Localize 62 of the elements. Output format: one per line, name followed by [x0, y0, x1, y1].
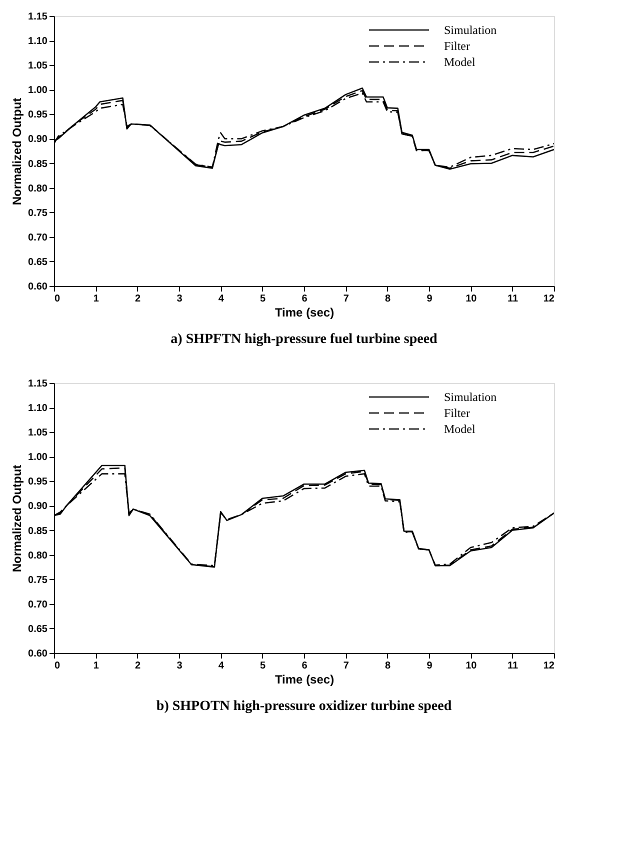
x-axis-title: Time (sec): [274, 306, 334, 320]
x-tick-label: 12: [543, 294, 555, 304]
x-tick-label: 10: [466, 294, 478, 304]
x-tick-label: 7: [343, 660, 350, 672]
y-tick-label: 1.05: [28, 428, 48, 439]
legend-label: Model: [444, 55, 476, 69]
y-tick-label: 1.10: [28, 36, 48, 48]
y-tick-label: 0.95: [28, 476, 48, 488]
y-tick-label: 0.90: [28, 501, 48, 512]
x-tick-label: 9: [426, 660, 433, 672]
x-tick-label: 11: [508, 294, 519, 304]
y-tick-label: 0.95: [28, 110, 48, 121]
x-tick-label: 9: [426, 294, 433, 304]
x-tick-label: 11: [508, 660, 519, 672]
legend-label: Filter: [444, 39, 470, 53]
x-tick-label: 10: [466, 660, 478, 672]
text: b) SHPOTN high-pressure oxidizer turbine speed: [156, 699, 452, 714]
x-tick-label: 2: [135, 294, 142, 304]
x-tick-label: 4: [218, 660, 224, 672]
y-tick-label: 0.60: [28, 648, 48, 660]
y-tick-label: 0.65: [28, 624, 48, 635]
x-tick-label: 2: [135, 660, 142, 672]
y-tick-label: 0.65: [28, 256, 48, 268]
y-tick-label: 1.15: [28, 12, 48, 22]
legend-label: Filter: [444, 406, 470, 420]
y-tick-label: 0.80: [28, 183, 48, 194]
y-tick-label: 0.60: [28, 282, 48, 292]
y-tick-label: 0.75: [28, 574, 48, 586]
legend-label: Simulation: [444, 23, 497, 37]
y-tick-label: 1.00: [28, 85, 48, 96]
y-tick-label: 0.85: [28, 158, 48, 170]
y-tick-label: 1.15: [28, 378, 48, 390]
x-tick-label: 8: [385, 660, 392, 672]
x-tick-label: 1: [93, 294, 100, 304]
y-tick-label: 0.90: [28, 134, 48, 146]
y-axis-title: Normalized Output: [10, 464, 24, 572]
x-tick-label: 3: [176, 294, 183, 304]
x-tick-label: 5: [260, 660, 266, 672]
y-tick-label: 0.80: [28, 550, 48, 562]
y-tick-label: 1.05: [28, 60, 48, 72]
x-tick-label: 5: [260, 294, 266, 304]
text: a) SHPFTN high-pressure fuel turbine speed: [170, 332, 438, 347]
x-tick-label: 8: [385, 294, 392, 304]
y-axis-title: Normalized Output: [10, 98, 24, 206]
y-tick-label: 0.75: [28, 208, 48, 219]
y-tick-label: 0.70: [28, 599, 48, 610]
x-tick-label: 6: [302, 660, 308, 672]
legend-label: Simulation: [444, 390, 497, 404]
x-tick-label: 1: [93, 660, 100, 672]
y-tick-label: 1.00: [28, 452, 48, 464]
x-tick-label: 6: [302, 294, 308, 304]
x-axis-title: Time (sec): [274, 672, 334, 686]
legend-label: Model: [444, 422, 476, 436]
y-tick-label: 0.85: [28, 526, 48, 537]
y-tick-label: 1.10: [28, 403, 48, 414]
x-tick-label: 4: [218, 294, 224, 304]
x-tick-label: 7: [343, 294, 350, 304]
x-tick-label: 0: [54, 660, 60, 672]
x-tick-label: 0: [54, 294, 60, 304]
x-tick-label: 3: [176, 660, 183, 672]
y-tick-label: 0.70: [28, 232, 48, 244]
x-tick-label: 12: [543, 660, 555, 672]
